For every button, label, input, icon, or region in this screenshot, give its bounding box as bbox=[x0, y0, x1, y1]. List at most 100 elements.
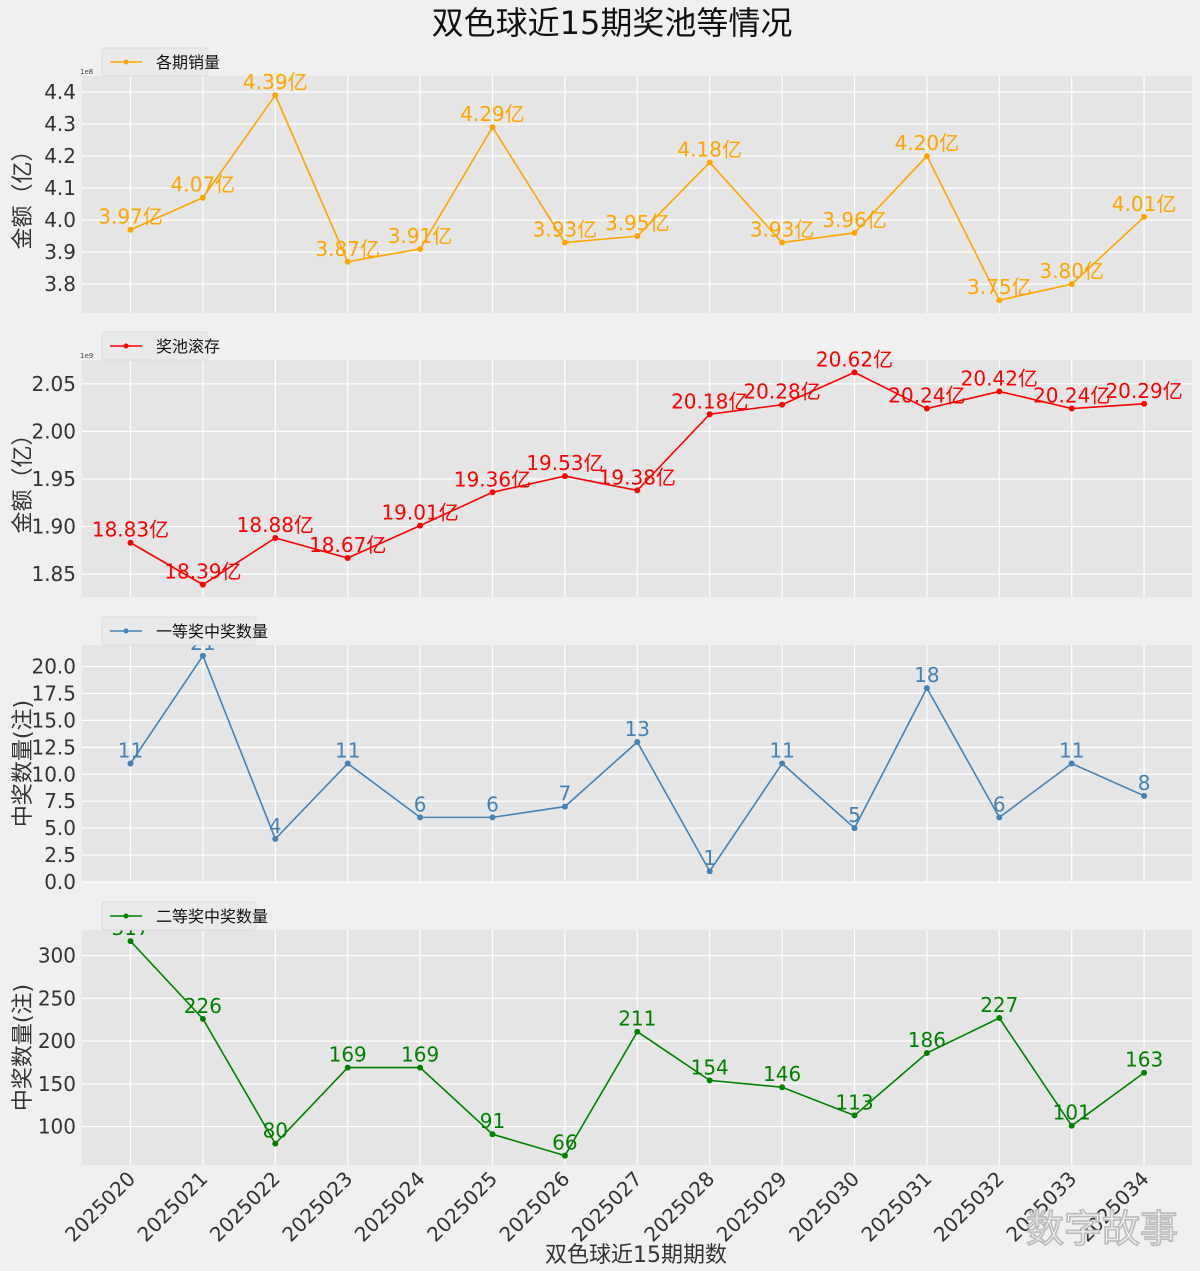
data-label: 7 bbox=[559, 782, 572, 806]
data-point bbox=[634, 738, 641, 745]
y-tick-label: 2.5 bbox=[44, 843, 76, 867]
data-label: 20.24亿 bbox=[1033, 384, 1110, 408]
data-point bbox=[996, 1015, 1003, 1022]
data-label: 11 bbox=[335, 739, 360, 763]
data-point bbox=[272, 92, 279, 99]
data-point bbox=[851, 369, 858, 376]
data-point bbox=[127, 760, 134, 767]
y-tick-label: 4.4 bbox=[44, 80, 76, 104]
data-point bbox=[634, 1028, 641, 1035]
x-tick-label: 2025028 bbox=[639, 1167, 719, 1247]
data-label: 3.80亿 bbox=[1039, 259, 1104, 283]
y-tick-label: 10.0 bbox=[31, 762, 76, 786]
y-tick-label: 2.00 bbox=[31, 419, 76, 443]
data-point bbox=[1141, 1069, 1148, 1076]
x-tick-label: 2025021 bbox=[132, 1167, 212, 1247]
data-label: 4 bbox=[269, 814, 282, 838]
data-label: 6 bbox=[414, 792, 427, 816]
data-point bbox=[851, 229, 858, 236]
data-label: 4.18亿 bbox=[677, 137, 742, 161]
data-label: 13 bbox=[625, 717, 650, 741]
legend: 各期销量 bbox=[101, 47, 220, 77]
chart-panel-4: 100150200250300中奖数量(注)317226801691699166… bbox=[11, 901, 1192, 1165]
data-label: 18 bbox=[914, 663, 939, 687]
legend-label: 一等奖中奖数量 bbox=[156, 622, 268, 641]
y-axis-label: 金额（亿） bbox=[11, 423, 36, 533]
x-tick-label: 2025023 bbox=[277, 1167, 357, 1247]
data-label: 18.67亿 bbox=[309, 533, 386, 557]
data-point bbox=[344, 1064, 351, 1071]
y-axis-label: 中奖数量(注) bbox=[11, 700, 36, 827]
data-point bbox=[706, 411, 713, 418]
data-point bbox=[417, 814, 424, 821]
data-label: 211 bbox=[618, 1007, 656, 1031]
data-label: 20.28亿 bbox=[743, 380, 820, 404]
data-point bbox=[561, 1152, 568, 1159]
data-point bbox=[127, 226, 134, 233]
data-label: 20.18亿 bbox=[671, 389, 748, 413]
data-label: 3.91亿 bbox=[388, 224, 453, 248]
data-point bbox=[272, 534, 279, 541]
data-label: 3.93亿 bbox=[533, 218, 598, 242]
data-label: 3.96亿 bbox=[822, 208, 887, 232]
y-tick-label: 7.5 bbox=[44, 789, 76, 813]
data-point bbox=[199, 581, 206, 588]
legend-box bbox=[101, 47, 209, 77]
data-point bbox=[779, 1084, 786, 1091]
data-point bbox=[199, 194, 206, 201]
data-label: 4.29亿 bbox=[460, 102, 525, 126]
y-tick-label: 4.1 bbox=[44, 176, 76, 200]
x-tick-label: 2025024 bbox=[350, 1167, 430, 1247]
data-point bbox=[996, 814, 1003, 821]
y-tick-label: 1.90 bbox=[31, 515, 76, 539]
data-point bbox=[489, 814, 496, 821]
y-tick-label: 250 bbox=[38, 986, 76, 1010]
data-point bbox=[996, 388, 1003, 395]
data-label: 18.83亿 bbox=[92, 518, 169, 542]
data-label: 20.62亿 bbox=[816, 347, 893, 371]
data-label: 113 bbox=[835, 1090, 873, 1114]
data-label: 4.01亿 bbox=[1112, 192, 1177, 216]
y-tick-label: 300 bbox=[38, 944, 76, 968]
data-point bbox=[272, 835, 279, 842]
data-label: 19.36亿 bbox=[454, 467, 531, 491]
data-label: 20.29亿 bbox=[1105, 379, 1182, 403]
legend: 奖池滚存 bbox=[101, 331, 220, 361]
y-tick-label: 0.0 bbox=[44, 870, 76, 894]
data-label: 91 bbox=[480, 1109, 505, 1133]
scale-note: 1e9 bbox=[80, 352, 93, 360]
data-point bbox=[923, 685, 930, 692]
data-point bbox=[1141, 400, 1148, 407]
data-label: 4.07亿 bbox=[171, 173, 236, 197]
data-label: 18.39亿 bbox=[164, 560, 241, 584]
chart-panel-3: 0.0 2.5 5.0 7.5 10.0 12.5 15.0 17.520.0 中奖数量(注) 1… bbox=[11, 616, 1192, 894]
y-tick-label: 1.85 bbox=[31, 562, 76, 586]
legend-box bbox=[101, 331, 209, 361]
data-point bbox=[489, 1131, 496, 1138]
data-point bbox=[561, 803, 568, 810]
data-label: 8 bbox=[1138, 771, 1151, 795]
data-label: 11 bbox=[118, 739, 143, 763]
data-point bbox=[779, 401, 786, 408]
data-label: 3.97亿 bbox=[98, 205, 163, 229]
data-point bbox=[851, 825, 858, 832]
data-point bbox=[851, 1112, 858, 1119]
x-tick-label: 2025029 bbox=[712, 1167, 792, 1247]
data-label: 19.01亿 bbox=[381, 501, 458, 525]
chart-panels: 3.8 3.9 4.0 4.1 4.2 4.3 4.4 1e8 金额（亿） 3.97亿 4.07亿 4… bbox=[11, 47, 1192, 1165]
data-label: 19.38亿 bbox=[599, 465, 676, 489]
data-label: 20.42亿 bbox=[961, 366, 1038, 390]
data-label: 19.53亿 bbox=[526, 451, 603, 475]
x-tick-label: 2025027 bbox=[567, 1167, 647, 1247]
data-label: 169 bbox=[329, 1043, 367, 1067]
y-tick-label: 150 bbox=[38, 1072, 76, 1096]
legend-marker bbox=[123, 913, 129, 919]
data-point bbox=[1141, 792, 1148, 799]
data-label: 3.87亿 bbox=[315, 237, 380, 261]
y-tick-label: 15.0 bbox=[31, 708, 76, 732]
chart-panel-2: 1.85 1.90 1.95 2.00 2.05 1e9 金额（亿） 18.83亿 18.39亿… bbox=[11, 331, 1192, 597]
x-tick-label: 2025031 bbox=[856, 1167, 936, 1247]
y-axis-label: 中奖数量(注) bbox=[11, 984, 36, 1111]
x-tick-label: 2025022 bbox=[205, 1167, 285, 1247]
x-axis-label: 双色球近15期期数 bbox=[545, 1243, 727, 1268]
